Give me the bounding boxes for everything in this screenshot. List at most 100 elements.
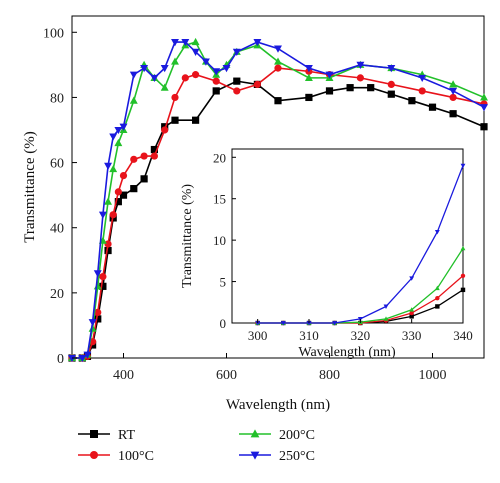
main-data-point bbox=[356, 74, 364, 82]
inset-data-point bbox=[409, 276, 415, 281]
main-data-point bbox=[387, 65, 396, 73]
inset-y-axis-label: Transmittance (%) bbox=[180, 184, 195, 288]
inset-data-point bbox=[306, 321, 312, 326]
main-data-point bbox=[428, 103, 437, 111]
main-data-point bbox=[212, 77, 220, 85]
main-data-point bbox=[99, 272, 107, 281]
main-series-3 bbox=[68, 38, 488, 363]
main-data-point bbox=[150, 145, 158, 154]
inset-data-point bbox=[409, 310, 414, 316]
main-data-point bbox=[274, 97, 282, 105]
main-data-point bbox=[160, 65, 169, 73]
inset-data-point bbox=[434, 229, 440, 235]
inset-data-point bbox=[255, 321, 261, 326]
inset-data-point bbox=[435, 304, 440, 309]
legend-label: 100°C bbox=[118, 449, 154, 464]
inset-plot-frame bbox=[231, 148, 464, 324]
main-data-point bbox=[201, 58, 210, 66]
main-data-point bbox=[222, 65, 231, 73]
main-data-point bbox=[130, 185, 138, 193]
inset-x-tick-label: 340 bbox=[453, 328, 473, 343]
main-data-point bbox=[160, 83, 169, 91]
main-data-point bbox=[171, 116, 179, 124]
main-data-point bbox=[191, 48, 200, 56]
inset-data-point bbox=[280, 321, 286, 326]
inset-x-tick-label: 320 bbox=[351, 328, 371, 343]
main-data-point bbox=[449, 93, 457, 102]
main-data-point bbox=[253, 80, 261, 88]
main-data-point bbox=[119, 123, 128, 131]
main-data-point bbox=[449, 80, 458, 88]
main-data-point bbox=[480, 93, 488, 101]
legend-marker bbox=[250, 429, 260, 438]
main-data-point bbox=[129, 71, 138, 79]
main-data-point bbox=[480, 123, 488, 131]
main-data-point bbox=[104, 162, 113, 170]
main-data-point bbox=[114, 126, 123, 135]
main-x-tick-label: 1000 bbox=[419, 368, 447, 383]
inset-series-3 bbox=[255, 163, 466, 326]
main-data-point bbox=[233, 77, 241, 85]
main-series-line bbox=[72, 41, 485, 359]
main-y-tick-label: 100 bbox=[43, 26, 64, 41]
inset-data-point bbox=[460, 287, 466, 293]
main-data-point bbox=[367, 84, 375, 92]
legend-label: 250°C bbox=[279, 449, 315, 464]
main-data-point bbox=[387, 80, 395, 88]
inset-x-tick-label: 300 bbox=[248, 328, 268, 343]
main-data-point bbox=[253, 38, 262, 47]
main-data-point bbox=[171, 38, 179, 47]
main-data-point bbox=[449, 110, 457, 118]
main-data-point bbox=[325, 87, 334, 95]
main-data-point bbox=[119, 191, 128, 199]
main-data-point bbox=[181, 38, 190, 47]
main-data-point bbox=[114, 198, 122, 206]
main-data-point bbox=[109, 164, 118, 173]
main-data-point bbox=[346, 84, 354, 92]
main-y-tick-label: 0 bbox=[57, 352, 64, 367]
main-data-point bbox=[129, 96, 138, 104]
inset-data-point bbox=[460, 273, 466, 278]
main-data-point bbox=[305, 93, 313, 102]
main-data-point bbox=[114, 138, 123, 147]
inset-data-point bbox=[460, 163, 466, 169]
main-data-point bbox=[83, 351, 92, 359]
main-data-point bbox=[150, 152, 158, 160]
main-data-point bbox=[140, 175, 148, 183]
inset-y-tick-label: 10 bbox=[213, 233, 226, 248]
inset-x-axis-label: Wavelength (nm) bbox=[298, 345, 396, 360]
main-data-point bbox=[104, 240, 112, 248]
chart-legend: RT 100°C 200°C 250°C bbox=[78, 428, 315, 464]
main-x-axis-label: Wavelength (nm) bbox=[226, 397, 330, 413]
legend-marker bbox=[250, 451, 260, 460]
main-data-point bbox=[418, 74, 427, 83]
main-y-tick-label: 20 bbox=[50, 287, 64, 302]
main-data-point bbox=[104, 246, 112, 255]
main-x-tick-label: 400 bbox=[113, 368, 134, 383]
inset-y-tick-label: 5 bbox=[220, 275, 227, 290]
inset-data-point bbox=[409, 314, 414, 319]
main-data-point bbox=[88, 319, 97, 327]
main-data-point bbox=[114, 188, 122, 196]
main-y-tick-label: 40 bbox=[50, 222, 64, 237]
legend-item: RT bbox=[78, 428, 135, 443]
main-data-point bbox=[274, 45, 282, 53]
main-series-line bbox=[72, 67, 485, 359]
main-plot-series bbox=[68, 37, 488, 363]
main-data-point bbox=[150, 74, 159, 83]
main-data-point bbox=[304, 73, 313, 81]
main-data-point bbox=[192, 116, 200, 124]
inset-data-point bbox=[435, 295, 440, 301]
main-data-point bbox=[93, 270, 102, 278]
main-data-point bbox=[78, 354, 87, 363]
main-data-point bbox=[274, 57, 282, 65]
main-data-point bbox=[161, 126, 169, 134]
main-data-point bbox=[94, 308, 102, 316]
main-data-point bbox=[99, 282, 107, 290]
legend-marker bbox=[90, 451, 98, 459]
inset-x-tick-label: 310 bbox=[299, 328, 319, 343]
main-data-point bbox=[232, 48, 241, 56]
main-data-point bbox=[104, 197, 113, 205]
main-data-point bbox=[98, 211, 107, 219]
main-x-tick-label: 800 bbox=[319, 368, 340, 383]
